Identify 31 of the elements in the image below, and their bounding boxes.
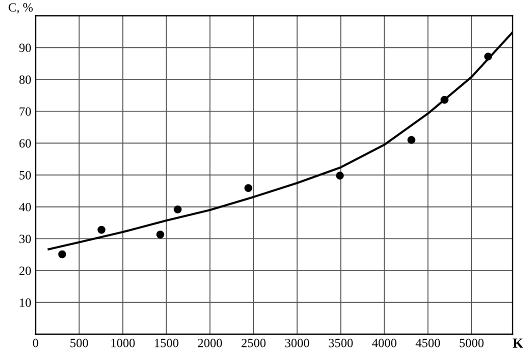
y-axis-title: C, % bbox=[8, 3, 33, 14]
x-tick-label: 1500 bbox=[154, 338, 178, 348]
y-tick-label: 40 bbox=[19, 202, 31, 212]
x-tick-label: 500 bbox=[70, 338, 88, 348]
y-tick-label: 20 bbox=[19, 266, 31, 276]
y-tick-label: 30 bbox=[19, 234, 31, 244]
point bbox=[440, 96, 448, 104]
x-tick-label: 0 bbox=[32, 338, 38, 348]
y-tick-label: 90 bbox=[19, 44, 31, 52]
x-tick-label: 4500 bbox=[416, 338, 440, 348]
point bbox=[244, 184, 252, 192]
x-tick-label: 4000 bbox=[372, 338, 396, 348]
y-tick-label: 50 bbox=[20, 171, 31, 180]
x-tick-label: 3000 bbox=[285, 338, 310, 348]
x-tick-label: 3500 bbox=[328, 338, 353, 348]
point bbox=[156, 230, 164, 239]
y-tick-label: 60 bbox=[19, 139, 31, 148]
point bbox=[174, 205, 182, 214]
point bbox=[98, 226, 106, 234]
point bbox=[484, 52, 492, 60]
y-tick-label: 80 bbox=[19, 75, 31, 84]
x-axis-title: K bbox=[512, 338, 523, 348]
point bbox=[336, 172, 344, 180]
point bbox=[407, 136, 416, 144]
x-tick-label: 2000 bbox=[198, 338, 222, 348]
y-tick-label: 70 bbox=[20, 107, 31, 116]
x-tick-label: 2500 bbox=[242, 338, 266, 348]
x-tick-label: 1000 bbox=[111, 338, 135, 348]
point bbox=[58, 250, 66, 258]
y-tick-label: 10 bbox=[20, 298, 31, 307]
x-tick-label: 5000 bbox=[460, 338, 484, 348]
